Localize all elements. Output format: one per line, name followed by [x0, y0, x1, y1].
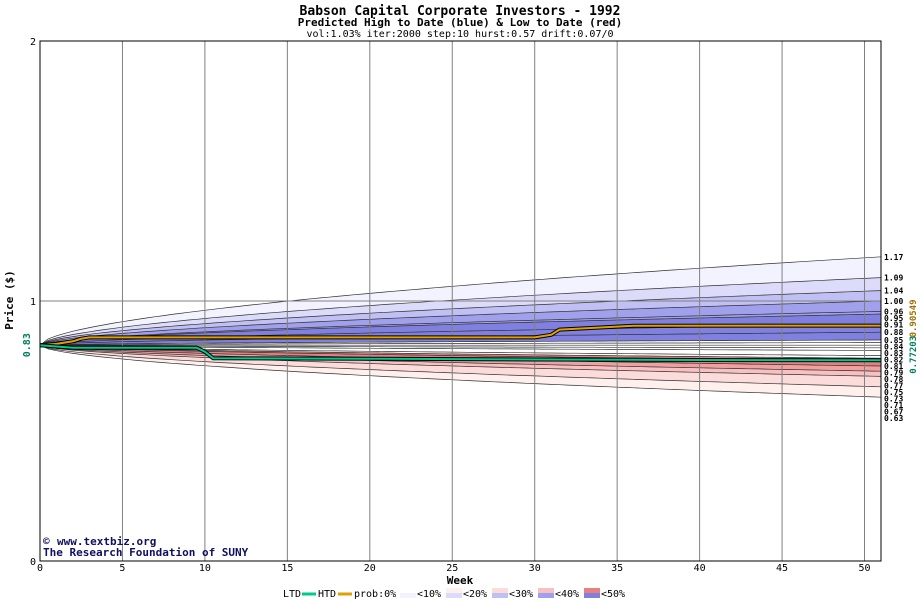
level-label-14: 0.78	[884, 375, 903, 384]
level-line-5	[39, 313, 882, 346]
y-axis-label: Price ($)	[3, 270, 16, 330]
x-tick-50: 50	[858, 563, 870, 574]
level-line-18	[39, 344, 882, 377]
end-label-htd: 0.90549	[909, 299, 919, 337]
legend: LTD HTD prob:0% <10% <20% <30% <40% <50%	[283, 588, 625, 600]
legend-bins: <10% <20% <30% <40% <50%	[400, 588, 625, 600]
legend-bin-label-2: <30%	[509, 589, 533, 600]
level-line-0	[39, 256, 882, 346]
x-tick-15: 15	[281, 563, 293, 574]
chart-params: vol:1.03% iter:2000 step:10 hurst:0.57 d…	[306, 29, 613, 40]
copyright-mark: ©	[43, 535, 50, 548]
level-label-7: 0.88	[884, 328, 903, 337]
x-tick-30: 30	[529, 563, 541, 574]
legend-bin-label-3: <40%	[555, 589, 579, 600]
level-line-3	[39, 300, 882, 346]
level-label-3: 1.00	[884, 297, 903, 306]
level-label-18: 0.71	[884, 401, 903, 410]
x-tick-25: 25	[446, 563, 458, 574]
legend-bin-swatch-high-1	[446, 593, 462, 598]
legend-bin-swatch-high-2	[492, 593, 508, 598]
level-labels: 1.17 1.09 1.041.000.960.950.910.880.850.84…	[884, 253, 903, 423]
legend-bin-swatch-low-0	[400, 588, 416, 593]
level-line-2	[39, 290, 882, 346]
legend-prob-label: prob:0%	[354, 589, 396, 600]
high-band-2	[40, 290, 881, 346]
level-label-20: 0.63	[884, 414, 903, 423]
series-lines	[39, 323, 882, 363]
x-tick-10: 10	[199, 563, 211, 574]
x-tick-45: 45	[776, 563, 788, 574]
chart-subtitle: Predicted High to Date (blue) & Low to D…	[298, 16, 623, 29]
legend-htd-label: HTD	[318, 589, 336, 600]
series-line-htd	[39, 324, 882, 347]
y-tick-labels: 0 1 2	[30, 37, 36, 568]
level-label-0: 1.17	[884, 253, 903, 262]
level-line-20	[39, 344, 882, 398]
level-label-10: 0.83	[884, 349, 903, 358]
legend-bin-swatch-high-4	[584, 593, 600, 598]
legend-bin-swatch-low-2	[492, 588, 508, 593]
level-line-1	[39, 277, 882, 346]
legend-bin-swatch-low-4	[584, 588, 600, 593]
x-tick-40: 40	[694, 563, 706, 574]
level-label-15: 0.77	[884, 382, 903, 391]
credit-site: www.textbiz.org	[57, 535, 156, 548]
legend-bin-swatch-high-3	[538, 593, 554, 598]
low-band-0	[40, 345, 881, 398]
level-label-4: 0.96	[884, 307, 903, 316]
level-label-19: 0.67	[884, 408, 903, 417]
plot-frame	[39, 40, 882, 562]
y-tick-1: 1	[30, 297, 36, 308]
credit-org: The Research Foundation of SUNY	[43, 546, 249, 559]
level-label-16: 0.75	[884, 388, 903, 397]
legend-bin-swatch-low-3	[538, 588, 554, 593]
x-tick-35: 35	[611, 563, 623, 574]
level-line-19	[39, 344, 882, 388]
level-label-12: 0.81	[884, 362, 903, 371]
level-label-17: 0.73	[884, 395, 903, 404]
level-line-14	[39, 344, 882, 359]
current-price-label: 0.83	[22, 333, 33, 357]
legend-bin-swatch-high-0	[400, 593, 416, 598]
level-line-17	[39, 344, 882, 372]
level-label-9: 0.84	[884, 343, 903, 352]
legend-ltd-label: LTD	[283, 589, 301, 600]
level-line-4	[39, 311, 882, 346]
legend-bin-swatch-low-1	[446, 588, 462, 593]
y-tick-2: 2	[30, 37, 36, 48]
y-tick-0: 0	[30, 557, 36, 568]
level-label-5: 0.95	[884, 314, 903, 323]
level-label-6: 0.91	[884, 320, 903, 329]
level-label-1: 1.09	[884, 274, 903, 283]
level-label-13: 0.79	[884, 369, 903, 378]
low-band-1	[40, 345, 881, 387]
x-axis-label: Week	[447, 574, 474, 587]
low-band-2	[40, 345, 881, 377]
low-band-3	[40, 345, 881, 372]
level-label-8: 0.85	[884, 336, 903, 345]
legend-bin-label-4: <50%	[601, 589, 625, 600]
legend-bin-label-1: <20%	[463, 589, 487, 600]
chart-title: Babson Capital Corporate Investors - 199…	[300, 4, 621, 19]
x-tick-0: 0	[37, 563, 43, 574]
x-tick-5: 5	[119, 563, 125, 574]
legend-bin-label-0: <10%	[417, 589, 441, 600]
high-band-0	[40, 256, 881, 346]
end-label-ltd: 0.77203	[909, 336, 919, 374]
x-tick-20: 20	[364, 563, 376, 574]
high-band-1	[40, 277, 881, 346]
level-line-8	[39, 339, 881, 346]
series-line-ltd	[39, 344, 882, 362]
x-tick-labels: 0 5 10 15 20 25 30 35 40 45 50	[37, 563, 871, 574]
level-line-9	[39, 342, 881, 346]
level-label-11: 0.82	[884, 356, 903, 365]
level-label-2: 1.04	[884, 287, 903, 296]
high-band-3	[40, 301, 881, 346]
